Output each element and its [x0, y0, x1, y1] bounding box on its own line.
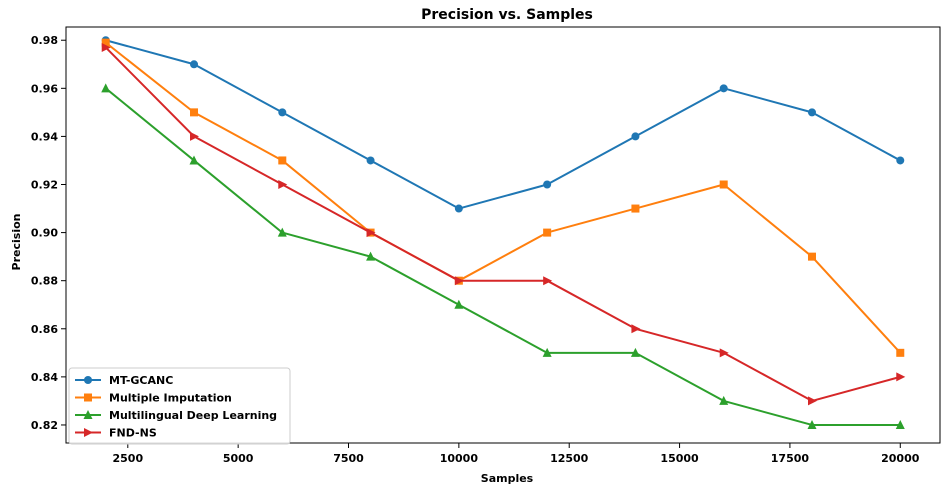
legend-marker	[84, 428, 93, 437]
y-axis: 0.82 0.84 0.86 0.88 0.90 0.92 0.94 0.96 0.98	[31, 34, 66, 432]
x-tick-label: 7500	[333, 452, 364, 465]
data-point	[807, 108, 816, 117]
data-point	[807, 252, 816, 261]
data-point	[896, 348, 905, 357]
y-tick-label: 0.84	[31, 371, 58, 384]
data-point	[278, 180, 288, 190]
data-point	[719, 395, 729, 405]
data-point	[366, 251, 376, 261]
data-point	[454, 204, 463, 213]
data-point	[896, 372, 906, 382]
data-point	[631, 324, 641, 334]
x-axis-label: Samples	[481, 472, 534, 485]
data-point	[895, 419, 905, 429]
x-tick-label: 2500	[112, 452, 143, 465]
y-tick-label: 0.86	[31, 323, 58, 336]
data-point	[542, 347, 552, 357]
series-3	[101, 42, 906, 406]
data-point	[277, 227, 287, 237]
legend: MT-GCANC Multiple Imputation Multilingual …	[68, 367, 291, 445]
data-point	[543, 228, 552, 237]
y-tick-label: 0.88	[31, 275, 58, 288]
x-tick-label: 20000	[881, 452, 920, 465]
series-2	[101, 83, 905, 429]
x-axis: 2500 5000 7500 10000 12500 15000 17500 20000	[112, 443, 920, 465]
series-1	[101, 38, 905, 357]
series-line	[105, 39, 901, 210]
plot-frame	[65, 26, 941, 444]
series-0	[101, 36, 905, 213]
data-point	[189, 155, 199, 165]
data-point	[101, 42, 111, 52]
legend-label: Multilingual Deep Learning	[109, 409, 277, 422]
data-point	[719, 348, 729, 358]
legend-item: Multiple Imputation	[75, 392, 232, 405]
series-line	[105, 41, 902, 354]
data-point	[807, 419, 817, 429]
data-point	[278, 108, 287, 117]
data-point	[543, 276, 553, 286]
data-point	[190, 108, 199, 117]
data-point	[190, 60, 199, 69]
data-point	[454, 299, 464, 309]
series-line	[105, 46, 901, 402]
legend-marker	[84, 393, 92, 402]
y-axis-label: Precision	[10, 214, 23, 271]
data-point	[807, 396, 817, 406]
data-point	[101, 83, 111, 93]
data-point	[896, 156, 905, 165]
legend-label: MT-GCANC	[109, 374, 173, 387]
data-point	[366, 156, 375, 165]
chart-title: Precision vs. Samples	[421, 7, 593, 23]
data-point	[631, 204, 640, 213]
legend-marker	[84, 376, 92, 384]
x-tick-label: 5000	[223, 452, 254, 465]
data-point	[719, 180, 728, 189]
legend-box	[68, 367, 291, 445]
series-line	[105, 87, 901, 426]
x-tick-label: 10000	[440, 452, 479, 465]
x-tick-label: 12500	[550, 452, 589, 465]
y-tick-label: 0.82	[31, 419, 58, 432]
series-layer	[101, 36, 906, 429]
legend-item: Multilingual Deep Learning	[75, 409, 277, 422]
y-tick-label: 0.96	[31, 82, 58, 95]
legend-marker	[83, 410, 93, 419]
legend-label: Multiple Imputation	[109, 392, 232, 405]
y-tick-label: 0.98	[31, 34, 58, 47]
plot-area	[65, 26, 941, 444]
data-point	[101, 38, 110, 47]
data-point	[631, 132, 640, 141]
data-point	[543, 180, 552, 189]
legend-item: MT-GCANC	[75, 374, 173, 387]
y-tick-label: 0.92	[31, 179, 58, 192]
data-point	[278, 156, 287, 165]
y-tick-label: 0.94	[31, 130, 58, 143]
data-point	[366, 228, 376, 238]
data-point	[190, 131, 200, 141]
x-tick-label: 17500	[771, 452, 810, 465]
y-tick-label: 0.90	[31, 227, 58, 240]
data-point	[454, 276, 464, 286]
data-point	[719, 84, 728, 93]
x-tick-label: 15000	[660, 452, 699, 465]
data-point	[630, 347, 640, 357]
legend-label: FND-NS	[109, 427, 157, 440]
legend-item: FND-NS	[75, 427, 157, 440]
